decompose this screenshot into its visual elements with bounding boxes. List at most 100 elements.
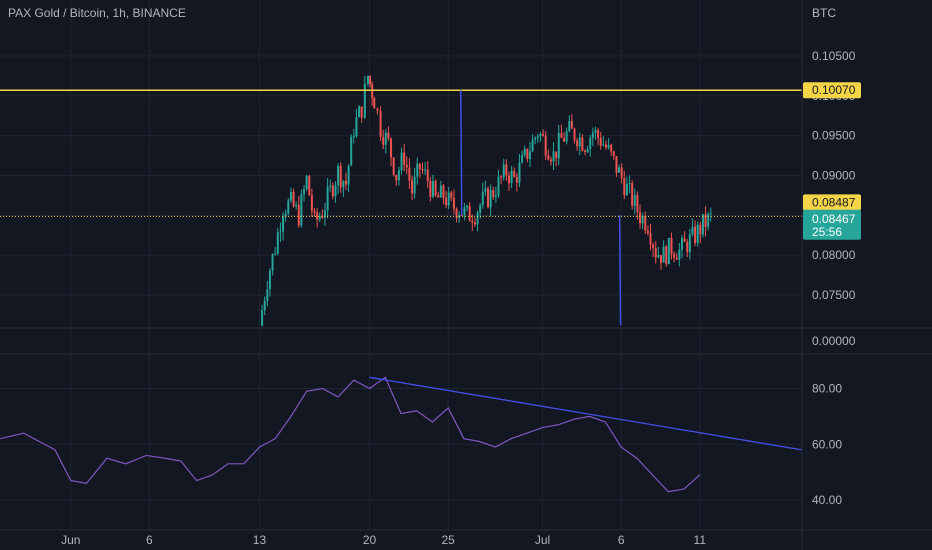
- candle[interactable]: [602, 144, 605, 146]
- candle[interactable]: [699, 224, 702, 235]
- candle[interactable]: [331, 185, 334, 197]
- symbol-title[interactable]: PAX Gold / Bitcoin, 1h, BINANCE: [8, 6, 186, 20]
- candle[interactable]: [263, 300, 266, 311]
- candle[interactable]: [563, 137, 566, 142]
- candle[interactable]: [276, 232, 279, 254]
- candle[interactable]: [521, 154, 524, 163]
- candle[interactable]: [628, 182, 631, 184]
- candle[interactable]: [408, 167, 411, 181]
- candle[interactable]: [297, 204, 300, 226]
- candle[interactable]: [547, 155, 550, 160]
- candle[interactable]: [604, 144, 607, 148]
- candle[interactable]: [416, 163, 419, 177]
- candle[interactable]: [487, 188, 490, 208]
- candle[interactable]: [544, 135, 547, 156]
- candle[interactable]: [709, 212, 712, 214]
- candle[interactable]: [282, 216, 285, 232]
- candle[interactable]: [683, 237, 686, 242]
- candle[interactable]: [505, 164, 508, 176]
- candle[interactable]: [484, 188, 487, 192]
- candle[interactable]: [591, 132, 594, 138]
- candle[interactable]: [390, 138, 393, 158]
- candle[interactable]: [675, 257, 678, 260]
- candle[interactable]: [403, 152, 406, 165]
- candle[interactable]: [387, 132, 390, 139]
- candle[interactable]: [481, 191, 484, 206]
- candle[interactable]: [392, 157, 395, 175]
- candle[interactable]: [476, 212, 479, 225]
- candle[interactable]: [382, 137, 385, 145]
- candle[interactable]: [665, 246, 668, 265]
- candle[interactable]: [649, 233, 652, 245]
- candle[interactable]: [542, 133, 545, 136]
- candle[interactable]: [531, 139, 534, 152]
- candle[interactable]: [507, 175, 510, 184]
- candle[interactable]: [471, 221, 474, 223]
- candle[interactable]: [279, 231, 282, 233]
- candle[interactable]: [373, 98, 376, 109]
- candle[interactable]: [429, 180, 432, 197]
- candle[interactable]: [549, 159, 552, 162]
- candle[interactable]: [686, 241, 689, 253]
- candle[interactable]: [268, 270, 271, 290]
- price-pane[interactable]: [0, 75, 802, 327]
- candle[interactable]: [303, 188, 306, 195]
- candle[interactable]: [586, 148, 589, 153]
- candle[interactable]: [557, 133, 560, 159]
- candle[interactable]: [523, 148, 526, 155]
- candle[interactable]: [421, 168, 424, 171]
- candle[interactable]: [652, 244, 655, 248]
- candle[interactable]: [667, 237, 670, 265]
- candle[interactable]: [633, 195, 636, 206]
- candle[interactable]: [466, 205, 469, 208]
- candle[interactable]: [552, 151, 555, 162]
- candle[interactable]: [644, 215, 647, 231]
- candle[interactable]: [570, 120, 573, 129]
- candle[interactable]: [515, 176, 518, 183]
- candle[interactable]: [411, 180, 414, 194]
- candle[interactable]: [321, 216, 324, 218]
- candle[interactable]: [284, 213, 287, 217]
- candle[interactable]: [513, 171, 516, 177]
- candle[interactable]: [694, 226, 697, 244]
- candle[interactable]: [500, 176, 503, 178]
- candle[interactable]: [287, 200, 290, 214]
- candle[interactable]: [360, 106, 363, 118]
- candle[interactable]: [366, 75, 369, 84]
- candle[interactable]: [631, 182, 634, 206]
- candle[interactable]: [369, 75, 372, 85]
- candle[interactable]: [418, 163, 421, 169]
- candle[interactable]: [555, 151, 558, 159]
- candle[interactable]: [704, 214, 707, 227]
- candle[interactable]: [688, 234, 691, 253]
- rsi-trendline[interactable]: [369, 376, 803, 451]
- candle[interactable]: [494, 195, 497, 197]
- candle[interactable]: [691, 226, 694, 235]
- candle[interactable]: [583, 150, 586, 153]
- candle[interactable]: [447, 192, 450, 206]
- candle[interactable]: [379, 110, 382, 138]
- candle[interactable]: [568, 120, 571, 132]
- candle[interactable]: [261, 310, 264, 326]
- candle[interactable]: [358, 106, 361, 118]
- candle[interactable]: [615, 156, 618, 173]
- candle[interactable]: [707, 213, 710, 227]
- candle[interactable]: [323, 210, 326, 218]
- candle[interactable]: [565, 131, 568, 142]
- candle[interactable]: [502, 164, 505, 178]
- candle[interactable]: [452, 197, 455, 209]
- candle[interactable]: [623, 178, 626, 196]
- candle[interactable]: [534, 137, 537, 140]
- candle[interactable]: [352, 135, 355, 137]
- candle[interactable]: [639, 212, 642, 224]
- candle[interactable]: [344, 180, 347, 185]
- rsi-line[interactable]: [0, 376, 701, 493]
- candle[interactable]: [339, 165, 342, 188]
- candle[interactable]: [489, 190, 492, 208]
- candle[interactable]: [625, 183, 628, 196]
- candle[interactable]: [526, 148, 529, 160]
- candle[interactable]: [657, 255, 660, 258]
- candle[interactable]: [326, 186, 329, 211]
- candle[interactable]: [310, 195, 313, 211]
- candle[interactable]: [384, 132, 387, 145]
